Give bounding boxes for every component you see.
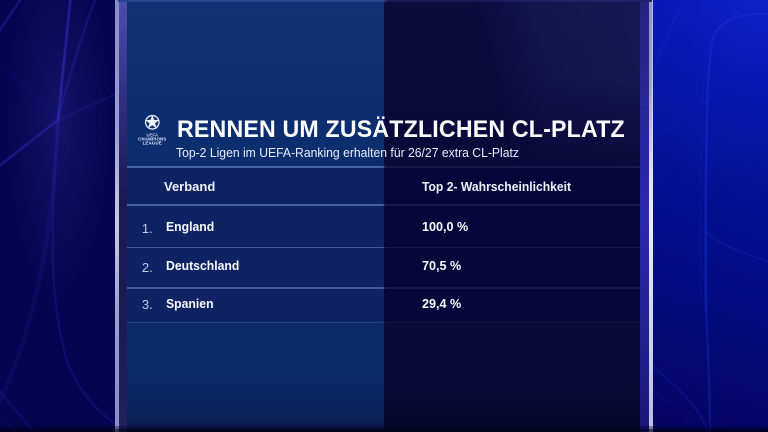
- svg-text:UEFA: UEFA: [147, 132, 159, 137]
- svg-text:CHAMPIONS: CHAMPIONS: [138, 136, 166, 141]
- svg-text:LEAGUE: LEAGUE: [143, 140, 162, 145]
